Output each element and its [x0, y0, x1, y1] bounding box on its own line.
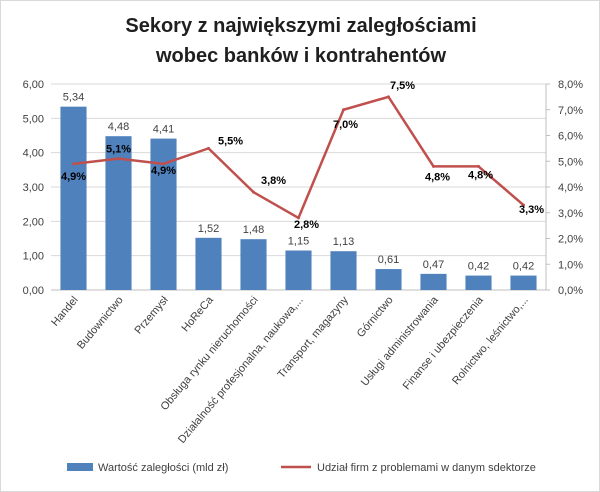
line-point: [432, 164, 435, 168]
right-tick-label: 1,0%: [558, 259, 583, 271]
right-tick-label: 3,0%: [558, 208, 583, 220]
line-value-label: 4,9%: [151, 165, 176, 177]
legend-bar-label: Wartość zaległości (mld zł): [98, 462, 228, 474]
line-point: [477, 164, 480, 168]
bar: [420, 273, 447, 290]
bar-value-label: 4,48: [108, 121, 129, 133]
bar: [330, 251, 357, 290]
right-tick-label: 5,0%: [558, 156, 583, 168]
chart-title-line-2: wobec banków i kontrahentów: [155, 45, 446, 67]
category-label: Górnictwo: [355, 294, 396, 340]
right-tick-label: 8,0%: [558, 79, 583, 91]
bar: [195, 237, 222, 290]
legend-bar-swatch: [67, 463, 93, 471]
right-tick-label: 2,0%: [558, 234, 583, 246]
category-label: Przemysł: [133, 294, 172, 337]
line-point: [342, 108, 345, 112]
line-point: [297, 216, 300, 220]
line-value-label: 2,8%: [294, 219, 319, 231]
bar-value-label: 0,42: [513, 261, 534, 273]
left-tick-label: 1,00: [23, 251, 44, 263]
bar-value-label: 5,34: [63, 92, 84, 104]
category-label: Rolnictwo, leśnictwo,...: [450, 294, 531, 387]
line-value-label: 5,5%: [218, 135, 243, 147]
line-value-label: 5,1%: [106, 144, 131, 156]
line-value-label: 7,5%: [390, 80, 415, 92]
left-tick-label: 3,00: [23, 182, 44, 194]
bar-value-label: 1,13: [333, 236, 354, 248]
legend: Wartość zaległości (mld zł) Udział firm …: [67, 462, 536, 474]
category-label: Budownictwo: [75, 294, 126, 351]
line-point: [162, 162, 165, 166]
line-point: [207, 146, 210, 150]
line-path: [73, 95, 525, 220]
bar: [510, 275, 537, 290]
right-axis: 0,0% 1,0% 2,0% 3,0% 4,0% 5,0% 6,0% 7,0% 8,0%: [545, 79, 583, 297]
bar-value-label: 1,48: [243, 224, 264, 236]
category-label: Usługi administrowania: [359, 294, 441, 389]
gridlines: [51, 83, 546, 291]
right-tick-label: 7,0%: [558, 105, 583, 117]
chart-title-line-1: Sekory z największymi zaległościami: [125, 15, 476, 37]
line-point: [252, 190, 255, 194]
left-tick-label: 5,00: [23, 113, 44, 125]
right-tick-label: 0,0%: [558, 285, 583, 297]
category-label: HoReCa: [179, 294, 216, 335]
line-point: [522, 203, 525, 207]
line-value-label: 4,8%: [425, 171, 450, 183]
left-axis: 0,00 1,00 2,00 3,00 4,00 5,00 6,00: [23, 79, 44, 297]
line-value-label: 4,9%: [61, 171, 86, 183]
bar: [375, 269, 402, 290]
line-point: [117, 157, 120, 161]
right-tick-label: 6,0%: [558, 131, 583, 143]
bar: [105, 136, 132, 290]
legend-line-label: Udział firm z problemami w danym sdektor…: [317, 462, 536, 474]
line-point: [72, 162, 75, 166]
bar: [60, 106, 87, 290]
bar-value-label: 0,61: [378, 254, 399, 266]
category-label: Handel: [49, 294, 81, 328]
bar-value-label: 4,41: [153, 124, 174, 136]
bar-value-label: 1,52: [198, 223, 219, 235]
line-value-label: 3,3%: [519, 204, 544, 216]
category-label: Obsługa rynku nieruchomości: [158, 294, 260, 413]
right-tick-label: 4,0%: [558, 182, 583, 194]
bar-value-label: 0,47: [423, 259, 444, 271]
line-value-label: 3,8%: [261, 175, 286, 187]
left-tick-label: 6,00: [23, 79, 44, 91]
bar-value-label: 0,42: [468, 261, 489, 273]
bar: [240, 239, 267, 290]
line-value-label: 4,8%: [468, 169, 493, 181]
line-point: [387, 95, 390, 99]
category-label: Finanse i ubezpieczenia: [401, 294, 487, 393]
bar-series: 5,34 4,48 4,41 1,52 1,48 1,15 1,13 0,61 0,47 0,42…: [60, 92, 537, 290]
bar: [285, 250, 312, 290]
left-tick-label: 0,00: [23, 285, 44, 297]
bar: [465, 275, 492, 290]
line-series: 4,9% 5,1% 4,9% 5,5% 3,8% 2,8% 7,0% 7,5% 4,8% 4,8%…: [61, 80, 544, 231]
line-value-label: 7,0%: [333, 119, 358, 131]
bar-value-label: 1,15: [288, 236, 309, 248]
left-tick-label: 2,00: [23, 216, 44, 228]
left-tick-label: 4,00: [23, 148, 44, 160]
